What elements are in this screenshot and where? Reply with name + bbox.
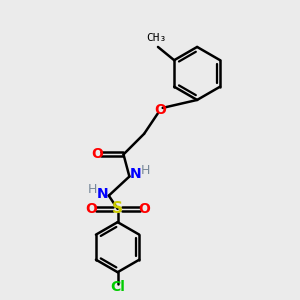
Text: CH₃: CH₃ [146,33,167,43]
Text: O: O [85,202,97,216]
Text: N: N [130,167,142,181]
Text: O: O [154,103,166,117]
Text: S: S [112,201,123,216]
Text: H: H [88,183,97,196]
Text: O: O [138,202,150,216]
Text: O: O [91,147,103,161]
Text: N: N [97,187,109,201]
Text: H: H [141,164,150,176]
Text: Cl: Cl [110,280,125,294]
